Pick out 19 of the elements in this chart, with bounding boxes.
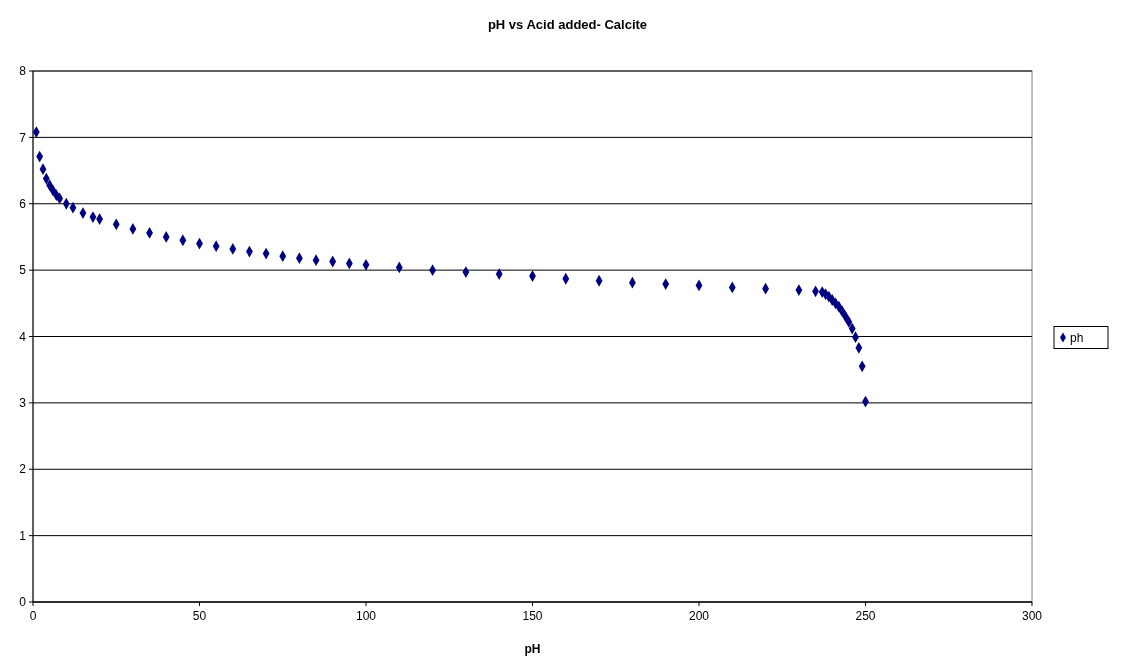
y-tick-label: 8 (19, 64, 27, 79)
y-tick-label: 0 (19, 595, 27, 610)
x-tick-label: 250 (855, 609, 876, 623)
chart-title: pH vs Acid added- Calcite (487, 17, 648, 32)
x-tick-label: 150 (522, 609, 543, 623)
x-axis-title: pH (524, 642, 541, 656)
x-tick-label: 100 (355, 609, 377, 623)
y-tick-label: 1 (19, 528, 27, 543)
y-tick-label: 6 (19, 196, 27, 211)
legend-label: ph (1070, 330, 1084, 345)
y-tick-label: 2 (19, 462, 27, 477)
y-tick-label: 5 (19, 263, 27, 278)
y-tick-label: 3 (19, 396, 27, 411)
x-tick-label: 0 (29, 609, 37, 623)
x-tick-label: 300 (1021, 609, 1043, 623)
y-tick-label: 7 (19, 130, 27, 145)
x-tick-label: 200 (688, 609, 710, 623)
x-tick-label: 50 (192, 609, 207, 623)
y-tick-label: 4 (19, 329, 27, 344)
